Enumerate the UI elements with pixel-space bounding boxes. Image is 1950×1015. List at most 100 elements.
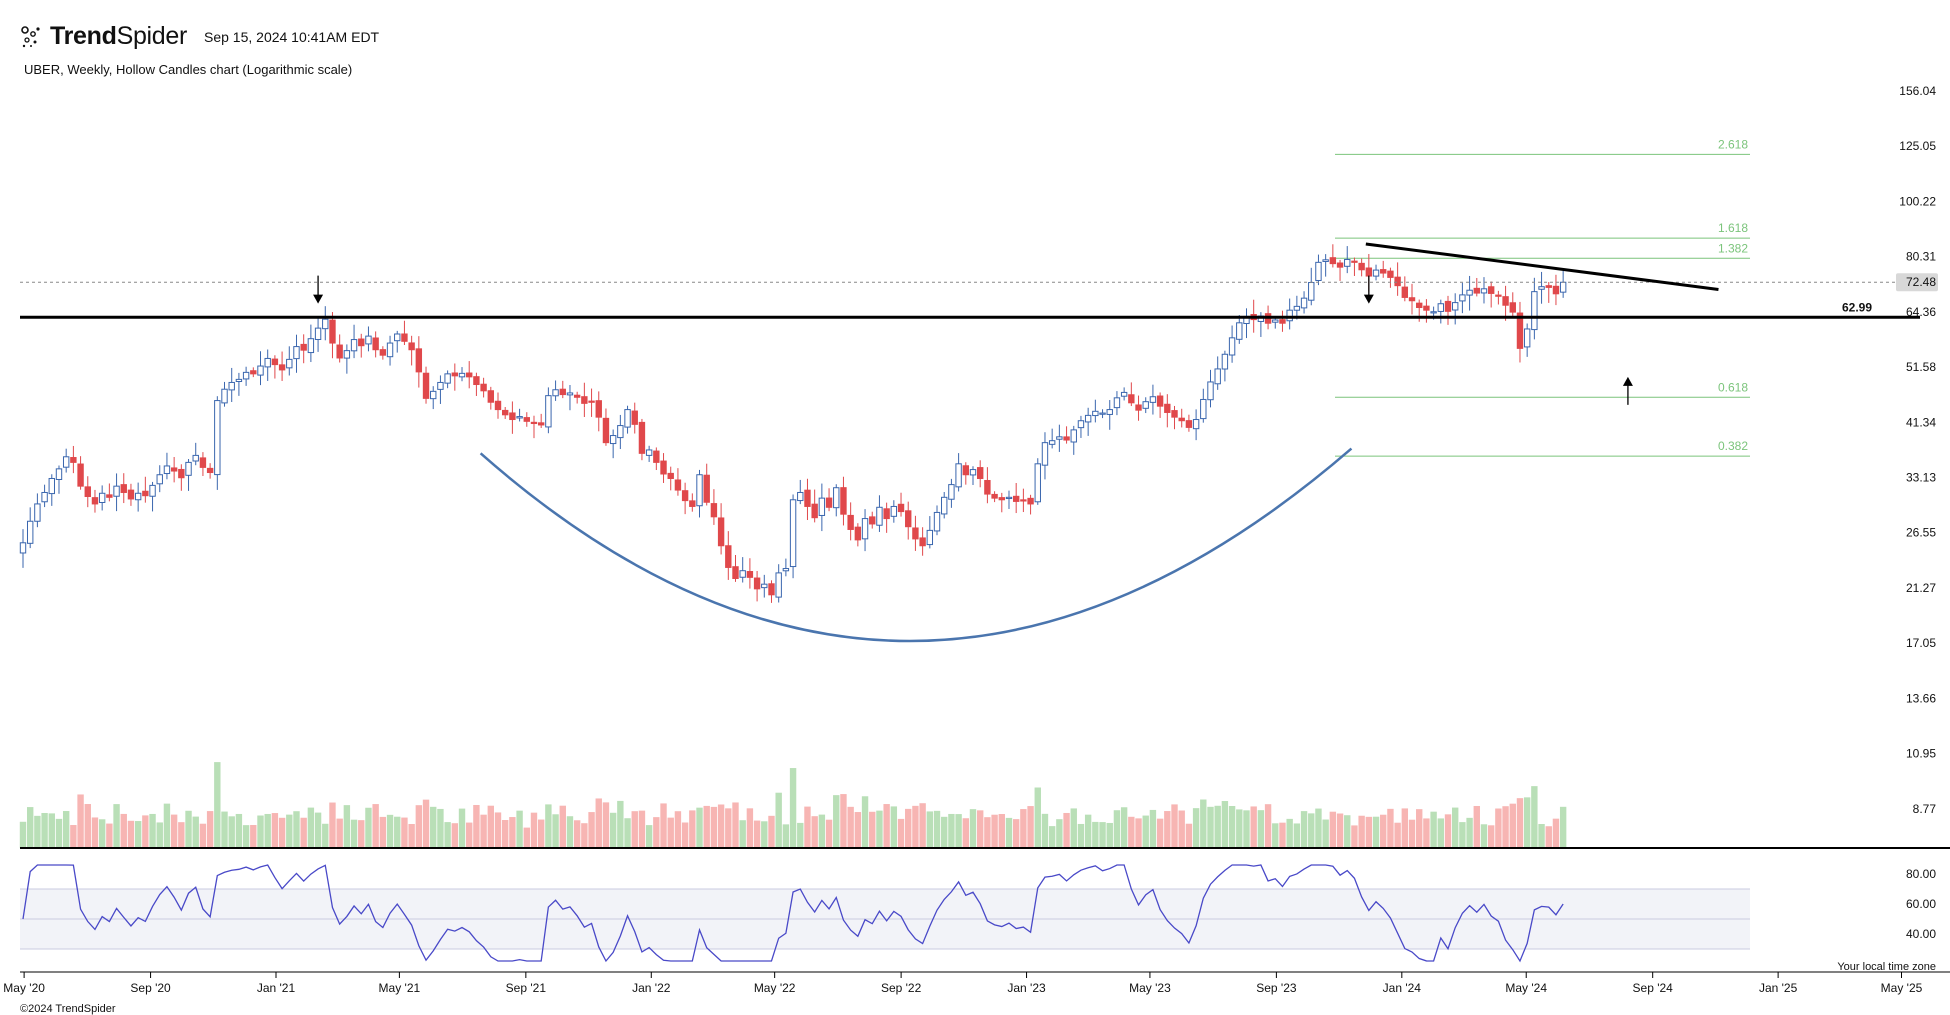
volume-bar — [890, 806, 898, 848]
volume-bar — [1156, 818, 1164, 848]
volume-bar — [379, 816, 387, 848]
candle-body — [437, 381, 444, 390]
candle-body — [883, 508, 890, 520]
volume-bar — [775, 792, 782, 848]
volume-bar — [170, 814, 178, 848]
candle-body — [358, 338, 365, 347]
volume-bar — [1027, 806, 1034, 848]
volume-bar — [494, 812, 502, 848]
candle-body — [984, 480, 991, 495]
volume-bar — [674, 811, 682, 848]
candle-body — [473, 376, 480, 386]
volume-bar — [797, 822, 804, 848]
candle-body — [343, 350, 351, 359]
volume-bar — [840, 794, 847, 848]
candle-body — [1056, 436, 1063, 440]
fib-label: 0.618 — [1718, 380, 1748, 394]
volume-bar — [1286, 818, 1293, 848]
candle-body — [1559, 281, 1567, 293]
candle-body — [458, 372, 466, 378]
candle-body — [350, 339, 358, 352]
candle-body — [1538, 286, 1545, 290]
time-tick-label: Sep '20 — [130, 981, 171, 995]
volume-bar — [905, 808, 912, 848]
volume-bar — [343, 805, 351, 848]
candle-body — [1279, 319, 1286, 324]
candle-body — [1351, 260, 1358, 263]
volume-bar — [415, 805, 423, 848]
candle-body — [1336, 262, 1344, 268]
candle-body — [62, 456, 70, 468]
price-tick-label: 41.34 — [1906, 415, 1936, 429]
candle-body — [329, 319, 336, 344]
candle-body — [286, 358, 293, 369]
volume-bar — [473, 804, 480, 848]
volume-bar — [250, 825, 257, 848]
volume-bar — [1236, 809, 1243, 848]
volume-bar — [573, 820, 581, 848]
candle-body — [1034, 463, 1041, 503]
volume-bar — [1351, 825, 1358, 848]
candle-body — [1142, 401, 1149, 409]
volume-bar — [609, 812, 617, 848]
candle-body — [890, 505, 898, 517]
time-axis[interactable]: May '20 Sep '20 Jan '21 May '21 Sep '21 Jan '… — [3, 971, 1950, 995]
volume-bar — [350, 819, 358, 848]
trendspider-logo[interactable]: TrendSpider — [20, 22, 187, 51]
volume-bar — [1178, 810, 1185, 848]
candle-body — [84, 486, 91, 498]
candle-body — [1200, 398, 1207, 420]
candle-body — [1113, 397, 1121, 409]
candle-body — [48, 477, 55, 495]
volume-bar — [1135, 818, 1142, 848]
volume-bar — [372, 804, 379, 848]
volume-bar — [588, 812, 595, 848]
candle-body — [1012, 495, 1020, 502]
volume-bar — [559, 805, 566, 848]
candle-body — [660, 460, 667, 475]
volume-bar — [221, 811, 228, 848]
volume-bar — [969, 809, 977, 848]
candle-body — [739, 570, 746, 578]
candle-body — [422, 372, 430, 399]
volume-bar — [883, 804, 890, 848]
volume-bar — [962, 818, 970, 848]
candle-body — [732, 566, 739, 579]
volume-bar — [430, 806, 437, 848]
volume-bar — [1250, 806, 1257, 848]
price-axis[interactable]: 156.04 125.05 100.22 80.31 64.36 51.58 41.34 33… — [1842, 84, 1938, 816]
candle-body — [1473, 287, 1480, 294]
candle-body — [559, 388, 566, 396]
volume-bar — [98, 819, 106, 848]
volume-bar — [933, 810, 941, 848]
price-tick-label: 8.77 — [1913, 802, 1937, 816]
time-tick-label: Sep '23 — [1256, 981, 1297, 995]
candle-body — [134, 492, 142, 501]
candle-body — [494, 400, 502, 411]
volume-bar — [681, 822, 689, 848]
volume-bar — [1171, 804, 1178, 848]
volume-bar — [1300, 811, 1308, 848]
candle-body — [545, 395, 552, 428]
volume-bar — [789, 768, 797, 848]
volume-bar — [408, 824, 415, 848]
volume-bar — [386, 814, 394, 848]
volume-bar — [1034, 787, 1041, 848]
candle-body — [717, 517, 725, 547]
price-tick-label: 17.05 — [1906, 636, 1936, 650]
volume-bar — [242, 825, 250, 848]
volume-bar — [192, 816, 199, 848]
volume-bar — [1113, 810, 1121, 848]
candle-body — [948, 484, 955, 500]
volume-bar — [358, 820, 365, 848]
volume-bar — [1120, 807, 1128, 848]
candles[interactable] — [19, 244, 1567, 603]
volume-bar — [1322, 819, 1329, 848]
volume-bar — [336, 818, 343, 848]
rsi-pane: 80.00 60.00 40.00 — [20, 864, 1936, 963]
time-tick-label: Jan '22 — [632, 981, 671, 995]
drawn-lines[interactable] — [20, 242, 1920, 319]
candle-body — [1020, 499, 1027, 502]
fib-label: 1.382 — [1718, 241, 1748, 255]
